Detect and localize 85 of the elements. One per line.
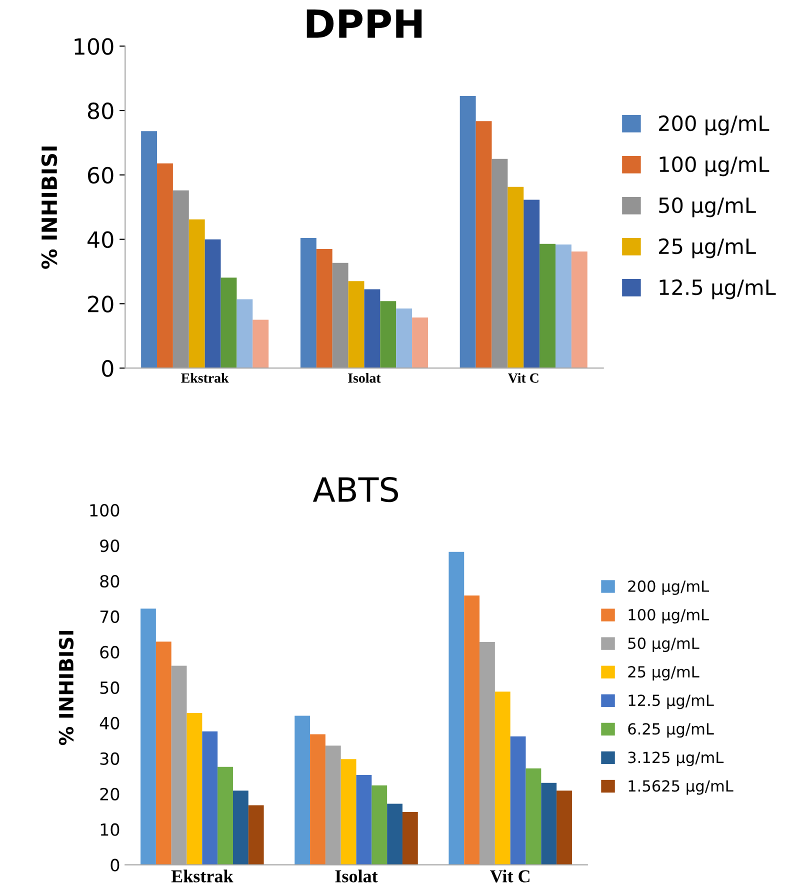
legend-label: 200 µg/mL	[659, 115, 770, 136]
bar	[412, 318, 428, 368]
bar	[380, 301, 396, 368]
bar	[310, 734, 326, 865]
y-tick-label: 100	[74, 38, 114, 55]
x-tick-label: Isolat	[335, 870, 378, 882]
bar	[294, 716, 310, 865]
y-tick-label: 100	[90, 504, 120, 517]
bar	[300, 238, 316, 368]
x-tick-label: Vit C	[508, 372, 538, 383]
legend-label: 12.5 µg/mL	[628, 694, 714, 710]
bar	[186, 712, 202, 865]
bar	[248, 805, 264, 865]
bar	[348, 281, 364, 368]
chart-title: ABTS	[312, 476, 398, 502]
bar	[524, 200, 540, 368]
y-tick-label: 40	[100, 716, 120, 730]
y-tick-label: 20	[88, 296, 114, 312]
bar	[402, 812, 418, 865]
bar	[541, 782, 557, 865]
y-tick-label: 70	[100, 610, 120, 624]
bar	[252, 320, 269, 368]
chart-title: DPPH	[306, 9, 422, 38]
bar	[510, 736, 526, 865]
bar	[492, 158, 508, 368]
bar	[236, 299, 253, 368]
y-tick-label: 80	[100, 574, 120, 588]
bar	[540, 244, 556, 368]
bar	[140, 608, 156, 865]
bar	[508, 186, 524, 368]
bar	[332, 262, 348, 368]
bar	[372, 785, 388, 865]
bar	[448, 552, 464, 865]
bar	[156, 642, 172, 865]
legend-label: 200 µg/mL	[628, 580, 710, 595]
legend-label: 3.125 µg/mL	[628, 752, 724, 766]
x-tick-label: Ekstrak	[181, 372, 229, 383]
bar	[556, 790, 572, 865]
legend-label: 50 µg/mL	[659, 197, 756, 218]
x-tick-label: Vit C	[490, 870, 530, 882]
bar	[387, 804, 402, 865]
bar	[364, 289, 380, 368]
bar	[188, 219, 205, 368]
bar	[218, 766, 233, 865]
y-axis-title: % INHIBISI	[41, 146, 58, 269]
y-tick-label: 90	[100, 539, 120, 552]
bar	[526, 768, 542, 865]
y-tick-label: 60	[88, 166, 114, 184]
bar	[476, 121, 492, 368]
x-tick-label: Isolat	[348, 372, 381, 383]
bar	[220, 278, 237, 368]
y-tick-label: 80	[88, 102, 114, 120]
bar	[204, 239, 221, 368]
y-tick-label: 30	[100, 752, 120, 765]
bar	[316, 248, 332, 368]
bar	[232, 790, 248, 865]
bar	[141, 131, 158, 368]
legend-label: 100 µg/mL	[628, 608, 710, 624]
legend-label: 25 µg/mL	[659, 238, 756, 258]
bar	[460, 96, 476, 368]
y-tick-label: 60	[100, 646, 120, 659]
bar	[494, 692, 510, 865]
legend-label: 100 µg/mL	[660, 156, 770, 176]
bar	[556, 244, 572, 368]
y-tick-label: 50	[100, 681, 120, 694]
y-tick-label: 10	[100, 823, 120, 836]
y-axis-title: % INHIBISI	[58, 630, 74, 746]
legend-label: 6.25 µg/mL	[628, 723, 714, 738]
bar	[172, 190, 189, 368]
bar	[464, 596, 480, 865]
legend-label: 25 µg/mL	[628, 666, 700, 681]
legend-label: 50 µg/mL	[628, 637, 700, 652]
y-tick-label: 20	[100, 788, 120, 800]
legend-label: 12.5 µg/mL	[660, 279, 776, 300]
x-tick-label: Ekstrak	[171, 870, 234, 882]
bar	[571, 252, 588, 368]
bar	[157, 163, 173, 368]
bar	[340, 759, 356, 865]
bar	[202, 731, 218, 865]
bar	[356, 775, 372, 865]
y-tick-label: 0	[110, 858, 120, 872]
legend-label: 1.5625 µg/mL	[628, 780, 734, 795]
bar	[396, 308, 412, 368]
y-tick-label: 40	[88, 231, 114, 248]
y-tick-label: 0	[102, 360, 114, 377]
